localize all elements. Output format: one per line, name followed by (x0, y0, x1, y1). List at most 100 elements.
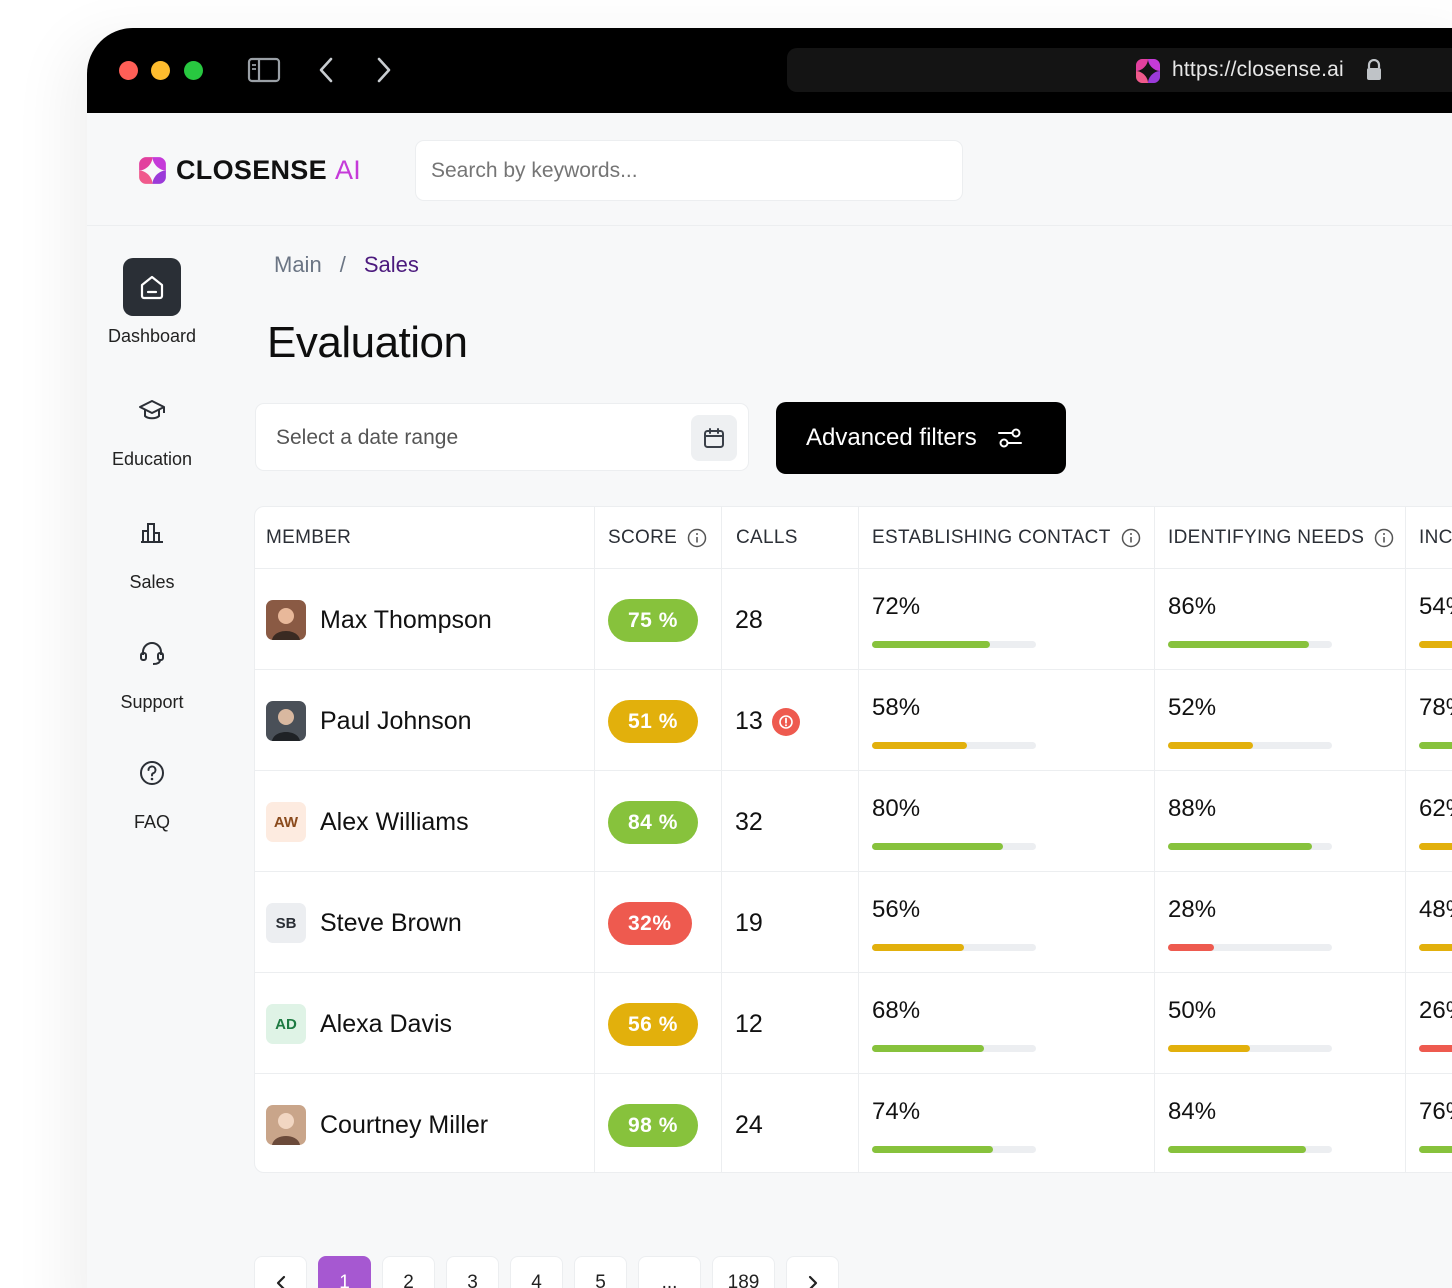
member-name[interactable]: Paul Johnson (320, 707, 472, 735)
progress-bar (1419, 742, 1452, 749)
sidebar-item-label: Dashboard (107, 326, 197, 346)
calls-count: 19 (735, 909, 763, 937)
member-name[interactable]: Alex Williams (320, 808, 469, 836)
warning-icon[interactable] (771, 707, 800, 736)
metric-value: 74% (872, 1098, 921, 1125)
closense-logo[interactable]: CLOSENSE AI (138, 155, 361, 186)
column-divider (1154, 507, 1155, 1172)
info-icon[interactable] (687, 528, 707, 548)
column-header-label: INC (1419, 526, 1452, 548)
column-header-label: ESTABLISHING CONTACT (872, 526, 1111, 548)
breadcrumb: Main / Sales (274, 252, 419, 278)
app-header: CLOSENSE AI (87, 113, 1452, 226)
progress-bar-fill (1168, 641, 1309, 648)
forward-arrow-icon[interactable] (373, 55, 395, 85)
page-button[interactable]: 1 (318, 1256, 371, 1288)
progress-bar-fill (872, 843, 1003, 850)
table-row[interactable]: AD Alexa Davis 56 % 12 68% 50% 26% (255, 973, 1452, 1074)
column-header-member[interactable]: MEMBER (266, 507, 351, 568)
sidebar-item-label: Education (111, 449, 193, 469)
calendar-icon (704, 428, 724, 448)
score-badge: 84 % (608, 801, 698, 844)
progress-bar-fill (872, 1045, 984, 1052)
advanced-filters-button[interactable]: Advanced filters (776, 402, 1066, 474)
progress-bar (872, 843, 1036, 850)
column-divider (594, 507, 595, 1172)
breadcrumb-current: Sales (363, 252, 419, 277)
maximize-window-button[interactable] (184, 61, 203, 80)
chevron-right-icon (808, 1275, 817, 1288)
metric-cell-idn: 52% (1168, 694, 1332, 749)
sidebar-toggle-icon[interactable] (247, 55, 281, 85)
progress-bar (1419, 843, 1452, 850)
progress-bar (1168, 1045, 1332, 1052)
back-arrow-icon[interactable] (315, 55, 337, 85)
row-divider (255, 770, 1452, 771)
avatar (266, 600, 306, 640)
calendar-button[interactable] (691, 415, 737, 461)
metric-value: 56% (872, 896, 921, 923)
member-name[interactable]: Alexa Davis (320, 1010, 452, 1038)
calls-count-cell: 32 (735, 808, 763, 837)
next-page-button[interactable] (786, 1256, 839, 1288)
column-header-identifying-needs[interactable]: IDENTIFYING NEEDS (1168, 507, 1394, 568)
column-header-establishing-contact[interactable]: ESTABLISHING CONTACT (872, 507, 1141, 568)
page-button[interactable]: 189 (712, 1256, 775, 1288)
calls-count: 32 (735, 808, 763, 836)
metric-cell-inc: 76% (1419, 1098, 1452, 1153)
info-icon[interactable] (1374, 528, 1394, 548)
breadcrumb-separator: / (339, 252, 346, 277)
table-row[interactable]: Courtney Miller 98 % 24 74% 84% 76% (255, 1074, 1452, 1172)
page-button[interactable]: 4 (510, 1256, 563, 1288)
search-input[interactable] (415, 140, 963, 201)
progress-bar (1419, 1146, 1452, 1153)
previous-page-button[interactable] (254, 1256, 307, 1288)
logo-wordmark: CLOSENSE AI (176, 155, 361, 186)
url-text[interactable]: https://closense.ai (1172, 58, 1344, 81)
member-name[interactable]: Steve Brown (320, 909, 462, 937)
score-badge: 51 % (608, 700, 698, 743)
sidebar-item-sales[interactable]: Sales (87, 504, 217, 593)
page-button[interactable]: 2 (382, 1256, 435, 1288)
table-row[interactable]: SB Steve Brown 32% 19 56% 28% 48% (255, 872, 1452, 973)
column-header-inc[interactable]: INC (1419, 507, 1452, 568)
progress-bar-fill (872, 742, 967, 749)
member-name[interactable]: Courtney Miller (320, 1111, 489, 1139)
minimize-window-button[interactable] (151, 61, 170, 80)
address-bar[interactable]: https://closense.ai (787, 48, 1452, 92)
metric-cell-est: 74% (872, 1098, 1036, 1153)
column-header-calls[interactable]: CALLS (736, 507, 798, 568)
breadcrumb-main-link[interactable]: Main (274, 252, 322, 277)
metric-cell-idn: 86% (1168, 593, 1332, 648)
progress-bar-fill (1168, 843, 1312, 850)
table-row[interactable]: Max Thompson 75 % 28 72% 86% 54% (255, 569, 1452, 670)
progress-bar-fill (872, 944, 964, 951)
home-icon (123, 258, 181, 316)
close-window-button[interactable] (119, 61, 138, 80)
progress-bar-fill (1168, 742, 1253, 749)
metric-value: 84% (1168, 1098, 1217, 1125)
date-range-picker[interactable]: Select a date range (255, 403, 749, 471)
info-icon[interactable] (1121, 528, 1141, 548)
sidebar-item-dashboard[interactable]: Dashboard (87, 258, 217, 347)
page-button[interactable]: 3 (446, 1256, 499, 1288)
metric-value: 28% (1168, 896, 1217, 923)
table-row[interactable]: AW Alex Williams 84 % 32 80% 88% 62% (255, 771, 1452, 872)
lock-icon (1367, 59, 1381, 80)
row-divider (255, 871, 1452, 872)
avatar (266, 1105, 306, 1145)
column-header-score[interactable]: SCORE (608, 507, 707, 568)
metric-value: 78% (1419, 694, 1452, 721)
sidebar-item-faq[interactable]: FAQ (87, 744, 217, 833)
calls-count: 13 (735, 707, 763, 735)
row-divider (255, 972, 1452, 973)
progress-bar (872, 944, 1036, 951)
column-header-label: CALLS (736, 526, 798, 548)
member-name[interactable]: Max Thompson (320, 606, 492, 634)
calls-count-cell: 12 (735, 1010, 763, 1039)
avatar: AD (266, 1004, 306, 1044)
table-row[interactable]: Paul Johnson 51 % 13 58% 52% 78% (255, 670, 1452, 771)
sidebar-item-support[interactable]: Support (87, 624, 217, 713)
page-button[interactable]: 5 (574, 1256, 627, 1288)
sidebar-item-education[interactable]: Education (87, 381, 217, 470)
